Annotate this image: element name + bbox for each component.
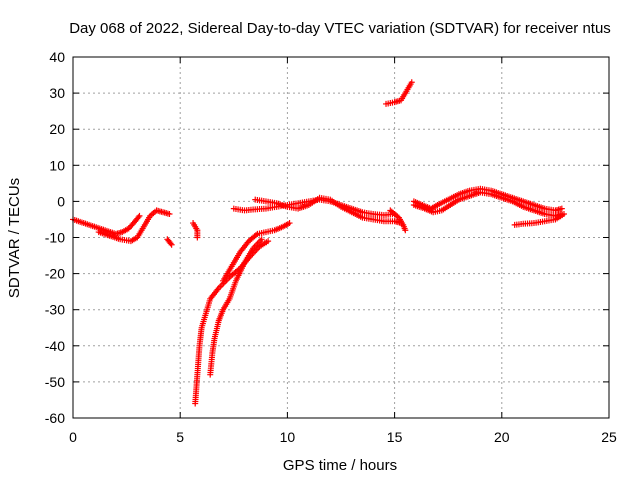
chart-title: Day 068 of 2022, Sidereal Day-to-day VTE… [69,20,611,37]
x-tick-label: 0 [69,429,77,445]
data-point [402,227,409,234]
y-tick-label: -40 [45,338,65,354]
y-tick-label: 20 [49,121,65,137]
data-point [136,212,143,219]
x-tick-label: 5 [176,429,184,445]
y-axis-label: SDTVAR / TECUs [6,178,23,298]
data-point [167,240,174,247]
x-tick-label: 15 [387,429,403,445]
data-point [194,234,201,241]
y-tick-label: 0 [57,193,65,209]
y-tick-label: -50 [45,374,65,390]
x-tick-label: 10 [280,429,296,445]
y-tick-label: -10 [45,230,65,246]
y-tick-label: -60 [45,410,65,426]
data-point [560,211,567,218]
data-points [70,79,567,407]
y-tick-label: 10 [49,157,65,173]
data-point [408,79,415,86]
y-tick-label: 40 [49,49,65,65]
y-axis-ticks: -60 -50 -40 -30 -20 -10 0 10 20 30 40 [45,49,609,426]
y-tick-label: -30 [45,302,65,318]
grid-lines [73,57,609,418]
data-point [135,214,142,221]
y-tick-label: -20 [45,266,65,282]
data-point [558,205,565,212]
plot-frame [72,56,610,419]
data-point [258,236,265,243]
data-point [265,238,272,245]
data-point [168,241,175,248]
x-tick-label: 20 [494,429,510,445]
data-point [286,220,293,227]
x-axis-ticks: 0 5 10 15 20 25 [69,57,617,445]
y-tick-label: 30 [49,85,65,101]
x-tick-label: 25 [601,429,617,445]
data-point [166,211,173,218]
x-axis-label: GPS time / hours [283,457,397,474]
